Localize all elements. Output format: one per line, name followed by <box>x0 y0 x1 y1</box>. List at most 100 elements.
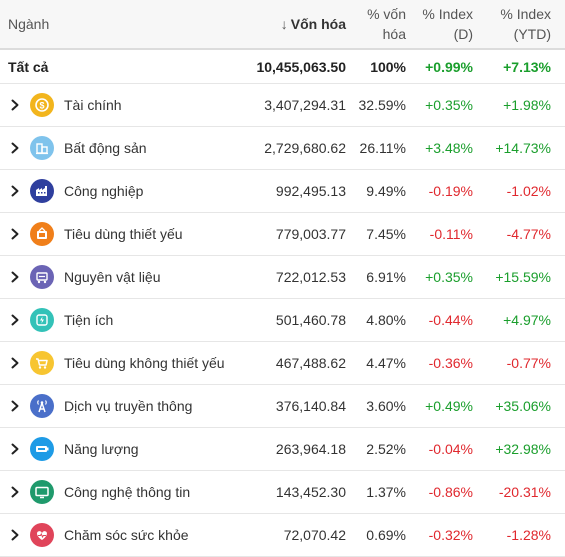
cart-material-icon <box>30 265 54 289</box>
chevron-right-icon[interactable] <box>8 313 22 327</box>
chevron-right-icon[interactable] <box>8 528 22 542</box>
chevron-right-icon[interactable] <box>8 356 22 370</box>
cap-cell: 72,070.42 <box>283 527 346 543</box>
cap-cell: 263,964.18 <box>275 441 346 457</box>
pct-cell: 6.91% <box>366 269 406 285</box>
index-ytd-cell: -20.31% <box>498 484 551 500</box>
chevron-right-icon[interactable] <box>8 98 22 112</box>
total-index-ytd: +7.13% <box>503 58 551 75</box>
sector-name-cell: Năng lượng <box>0 437 238 461</box>
index-ytd-cell: +15.59% <box>495 269 551 285</box>
factory-icon <box>30 179 54 203</box>
col-index-d-line2: (D) <box>453 26 473 42</box>
sector-rows: $ Tài chính 3,407,294.31 32.59% +0.35% +1.98%… <box>0 84 565 557</box>
index-ytd-cell: -0.77% <box>506 355 551 371</box>
total-row: Tất cả 10,455,063.50 100% +0.99% +7.13% <box>0 50 565 84</box>
index-d-cell: -0.32% <box>428 527 473 543</box>
chevron-right-icon[interactable] <box>8 184 22 198</box>
sector-label[interactable]: Công nghiệp <box>64 183 144 199</box>
pct-cell: 2.52% <box>366 441 406 457</box>
index-ytd-cell: +32.98% <box>495 441 551 457</box>
col-pct-line1: % vốn <box>367 6 406 22</box>
index-ytd-cell: +4.97% <box>503 312 551 328</box>
chevron-right-icon[interactable] <box>8 442 22 456</box>
index-d-cell: -0.11% <box>429 226 473 242</box>
table-row[interactable]: Năng lượng 263,964.18 2.52% -0.04% +32.98% <box>0 428 565 471</box>
table-row[interactable]: Bất động sản 2,729,680.62 26.11% +3.48% +14.… <box>0 127 565 170</box>
cap-cell: 779,003.77 <box>275 226 346 242</box>
index-d-cell: +0.35% <box>425 269 473 285</box>
total-pct: 100% <box>370 58 406 75</box>
building-icon <box>30 136 54 160</box>
index-ytd-cell: -1.28% <box>506 527 551 543</box>
cap-cell: 467,488.62 <box>275 355 346 371</box>
index-d-cell: -0.04% <box>428 441 473 457</box>
index-d-cell: +0.49% <box>425 398 473 414</box>
total-cap: 10,455,063.50 <box>256 58 346 75</box>
sector-label[interactable]: Chăm sóc sức khỏe <box>64 527 189 543</box>
svg-text:$: $ <box>39 101 44 111</box>
col-index-ytd-header[interactable]: % Index (YTD) <box>473 4 551 44</box>
pct-cell: 0.69% <box>366 527 406 543</box>
table-row[interactable]: Tiện ích 501,460.78 4.80% -0.44% +4.97% <box>0 299 565 342</box>
index-d-cell: -0.44% <box>428 312 473 328</box>
index-ytd-cell: +35.06% <box>495 398 551 414</box>
sector-label[interactable]: Nguyên vật liệu <box>64 269 161 285</box>
cap-cell: 3,407,294.31 <box>264 97 346 113</box>
pct-cell: 4.47% <box>366 355 406 371</box>
sector-label[interactable]: Tiện ích <box>64 312 114 328</box>
table-row[interactable]: Tiêu dùng không thiết yếu 467,488.62 4.47%… <box>0 342 565 385</box>
col-cap-header[interactable]: ↓ Vốn hóa <box>238 16 346 32</box>
table-row[interactable]: Chăm sóc sức khỏe 72,070.42 0.69% -0.32% -1.… <box>0 514 565 557</box>
chevron-right-icon[interactable] <box>8 485 22 499</box>
total-name: Tất cả <box>8 58 49 75</box>
sector-label[interactable]: Tài chính <box>64 97 122 113</box>
sector-name-cell: Tiêu dùng thiết yếu <box>0 222 238 246</box>
index-d-cell: +3.48% <box>425 140 473 156</box>
chevron-right-icon[interactable] <box>8 399 22 413</box>
table-header: Ngành ↓ Vốn hóa % vốn hóa % Index (D) % I… <box>0 0 565 50</box>
col-sector-header[interactable]: Ngành <box>8 16 50 32</box>
sector-label[interactable]: Công nghệ thông tin <box>64 484 191 500</box>
sector-label[interactable]: Năng lượng <box>64 441 139 457</box>
index-ytd-cell: -4.77% <box>506 226 551 242</box>
sector-name-cell: Tiện ích <box>0 308 238 332</box>
coin-icon: $ <box>30 93 54 117</box>
chevron-right-icon[interactable] <box>8 227 22 241</box>
pct-cell: 3.60% <box>366 398 406 414</box>
table-row[interactable]: Dịch vụ truyền thông 376,140.84 3.60% +0.49… <box>0 385 565 428</box>
cap-cell: 501,460.78 <box>275 312 346 328</box>
sector-label[interactable]: Tiêu dùng thiết yếu <box>64 226 183 242</box>
col-index-ytd-line1: % Index <box>500 6 551 22</box>
heart-pulse-icon <box>30 523 54 547</box>
table-row[interactable]: $ Tài chính 3,407,294.31 32.59% +0.35% +1.98% <box>0 84 565 127</box>
col-index-d-header[interactable]: % Index (D) <box>406 4 473 44</box>
sector-name-cell: Công nghệ thông tin <box>0 480 238 504</box>
cap-cell: 992,495.13 <box>275 183 346 199</box>
sector-label[interactable]: Bất động sản <box>64 140 147 156</box>
chevron-right-icon[interactable] <box>8 141 22 155</box>
col-pct-header[interactable]: % vốn hóa <box>346 4 406 44</box>
pct-cell: 9.49% <box>366 183 406 199</box>
col-index-d-line1: % Index <box>422 6 473 22</box>
index-d-cell: +0.35% <box>425 97 473 113</box>
table-row[interactable]: Công nghệ thông tin 143,452.30 1.37% -0.86%… <box>0 471 565 514</box>
utility-icon <box>30 308 54 332</box>
col-pct-line2: hóa <box>382 26 406 42</box>
monitor-icon <box>30 480 54 504</box>
total-index-d: +0.99% <box>425 58 473 75</box>
table-row[interactable]: Công nghiệp 992,495.13 9.49% -0.19% -1.02% <box>0 170 565 213</box>
cap-cell: 143,452.30 <box>275 484 346 500</box>
sector-label[interactable]: Dịch vụ truyền thông <box>64 398 193 414</box>
index-d-cell: -0.19% <box>428 183 473 199</box>
table-row[interactable]: Tiêu dùng thiết yếu 779,003.77 7.45% -0.11%… <box>0 213 565 256</box>
sector-name-cell: Dịch vụ truyền thông <box>0 394 238 418</box>
sector-label[interactable]: Tiêu dùng không thiết yếu <box>64 355 225 371</box>
table-row[interactable]: Nguyên vật liệu 722,012.53 6.91% +0.35% +15.… <box>0 256 565 299</box>
index-d-cell: -0.36% <box>428 355 473 371</box>
index-ytd-cell: -1.02% <box>506 183 551 199</box>
chevron-right-icon[interactable] <box>8 270 22 284</box>
index-d-cell: -0.86% <box>428 484 473 500</box>
sort-down-icon: ↓ <box>280 16 288 32</box>
